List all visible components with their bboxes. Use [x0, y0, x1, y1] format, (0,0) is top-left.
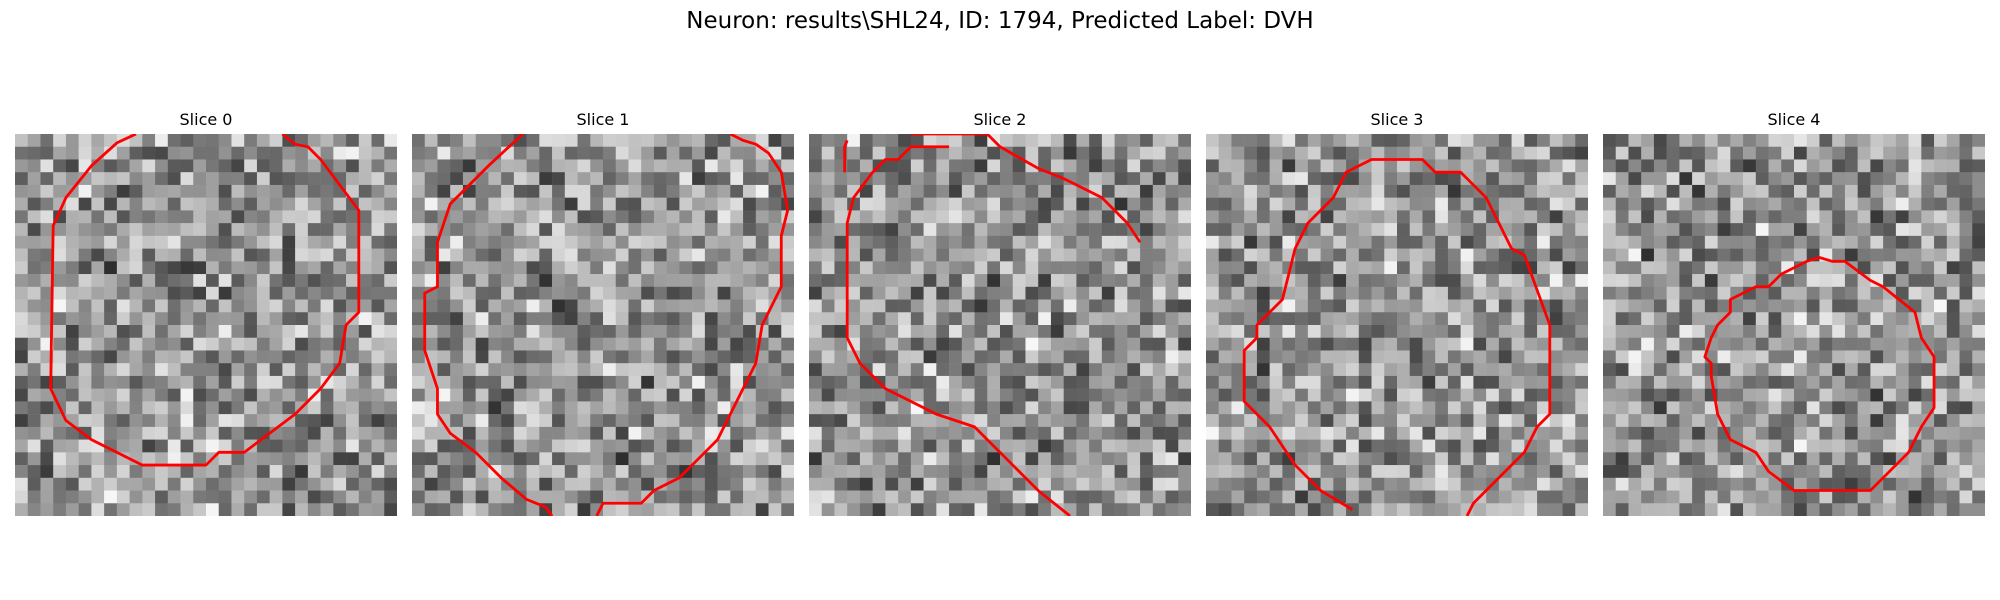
- slice-image: [15, 134, 397, 516]
- pixel-grid: [412, 134, 794, 516]
- neuron-contour: [910, 134, 1142, 244]
- slice-title: Slice 0: [179, 110, 233, 129]
- slice-title: Slice 2: [973, 110, 1027, 129]
- neuron-contour: [595, 134, 790, 516]
- slice-title: Slice 4: [1767, 110, 1821, 129]
- neuron-contour: [1242, 158, 1552, 516]
- slice-image: [809, 134, 1191, 516]
- neuron-contour: [843, 139, 849, 173]
- slice-title: Slice 1: [576, 110, 630, 129]
- pixel-grid: [15, 134, 397, 516]
- pixel-grid: [809, 134, 1191, 516]
- pixel-grid: [1603, 134, 1985, 516]
- pixel-grid: [1206, 134, 1588, 516]
- neuron-contour: [1703, 256, 1936, 492]
- slice-image: [1603, 134, 1985, 516]
- slice-image: [412, 134, 794, 516]
- slice-title: Slice 3: [1370, 110, 1424, 129]
- neuron-contour: [49, 134, 361, 467]
- figure-title: Neuron: results\SHL24, ID: 1794, Predict…: [686, 8, 1314, 34]
- neuron-contour: [845, 145, 1071, 516]
- slice-image: [1206, 134, 1588, 516]
- neuron-contour: [423, 134, 554, 516]
